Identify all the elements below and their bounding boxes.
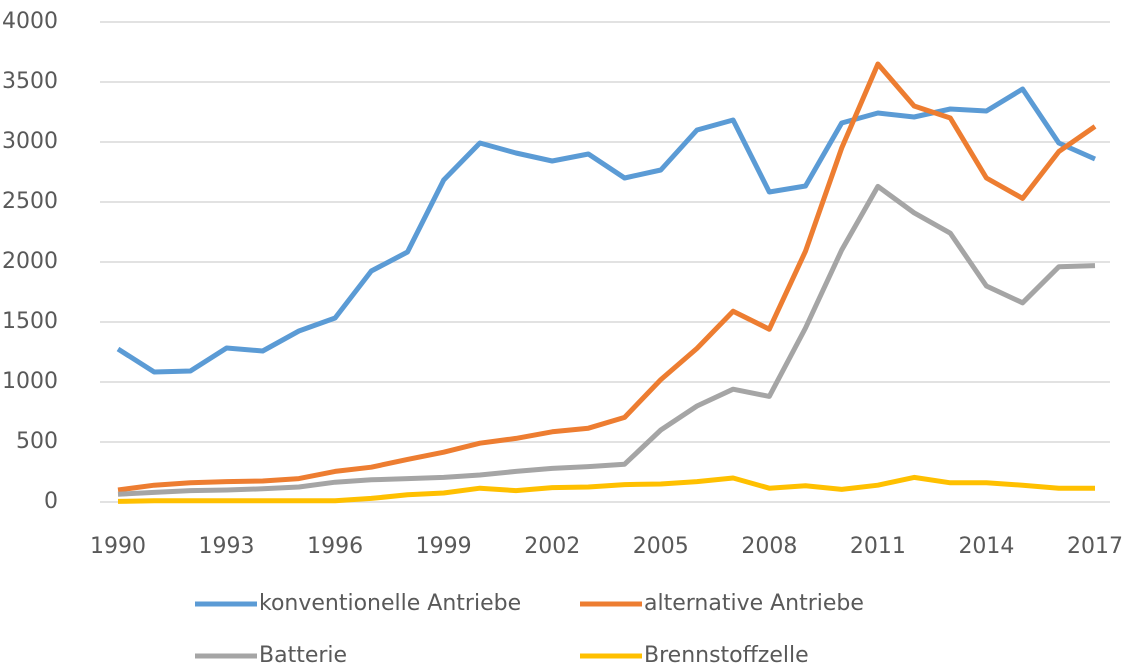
y-tick-label: 2000 [2,249,58,274]
y-tick-label: 3000 [2,129,58,154]
series-line [117,474,1095,504]
x-tick-label: 2005 [633,534,689,559]
x-tick-label: 2008 [741,534,797,559]
x-tick-label: 1996 [307,534,363,559]
x-tick-label: 2017 [1067,534,1123,559]
x-tick-label: 2011 [850,534,906,559]
x-tick-label: 1990 [90,534,146,559]
y-tick-label: 2500 [2,189,58,214]
legend-label: Batterie [259,643,347,668]
y-tick-label: 3500 [2,69,58,94]
series-line [117,183,1096,497]
y-tick-label: 0 [44,489,58,514]
y-tick-label: 1500 [2,309,58,334]
x-tick-label: 2002 [524,534,580,559]
y-tick-label: 1000 [2,369,58,394]
legend-label: alternative Antriebe [644,591,864,616]
x-tick-label: 1993 [199,534,255,559]
legend-label: Brennstoffzelle [644,643,809,668]
x-tick-label: 1999 [416,534,472,559]
series-line [117,61,1097,493]
y-tick-label: 4000 [2,9,58,34]
x-tick-label: 2014 [958,534,1014,559]
legend-label: konventionelle Antriebe [259,591,521,616]
y-tick-label: 500 [16,429,58,454]
